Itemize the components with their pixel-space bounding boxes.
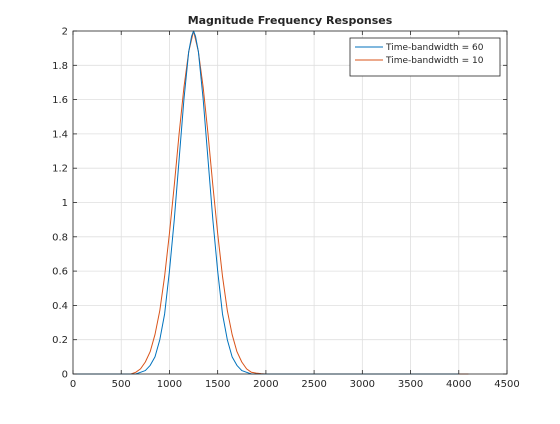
y-tick-label: 1.8 (52, 61, 68, 72)
ticks: 0 500 1000 1500 2000 2500 3000 3500 4000 4500 0 0.2… (52, 27, 520, 391)
x-tick-label: 1500 (205, 379, 230, 390)
chart-title: Magnitude Frequency Responses (188, 14, 393, 27)
y-tick-label: 0.2 (52, 335, 68, 346)
y-tick-label: 1.6 (52, 95, 68, 106)
x-tick-label: 2000 (253, 379, 278, 390)
x-tick-label: 2500 (301, 379, 326, 390)
x-tick-label: 3500 (398, 379, 423, 390)
x-tick-label: 4000 (446, 379, 471, 390)
legend-box (349, 37, 501, 77)
x-tick-label: 1000 (157, 379, 182, 390)
y-tick-label: 2 (62, 27, 68, 38)
x-tick-label: 4500 (494, 379, 519, 390)
legend-label: Time-bandwidth = 10 (385, 56, 484, 66)
x-tick-label: 3000 (350, 379, 375, 390)
y-tick-label: 1.4 (52, 129, 68, 140)
legend[interactable]: Time-bandwidth = 60 Time-bandwidth = 10 (349, 37, 501, 77)
y-tick-label: 1 (62, 198, 68, 209)
y-tick-label: 1.2 (52, 164, 68, 175)
y-tick-label: 0.4 (52, 301, 68, 312)
x-tick-label: 0 (70, 379, 76, 390)
x-tick-label: 500 (112, 379, 131, 390)
y-tick-label: 0.8 (52, 232, 68, 243)
y-tick-label: 0 (62, 370, 68, 381)
legend-label: Time-bandwidth = 60 (385, 43, 484, 53)
y-tick-label: 0.6 (52, 267, 68, 278)
